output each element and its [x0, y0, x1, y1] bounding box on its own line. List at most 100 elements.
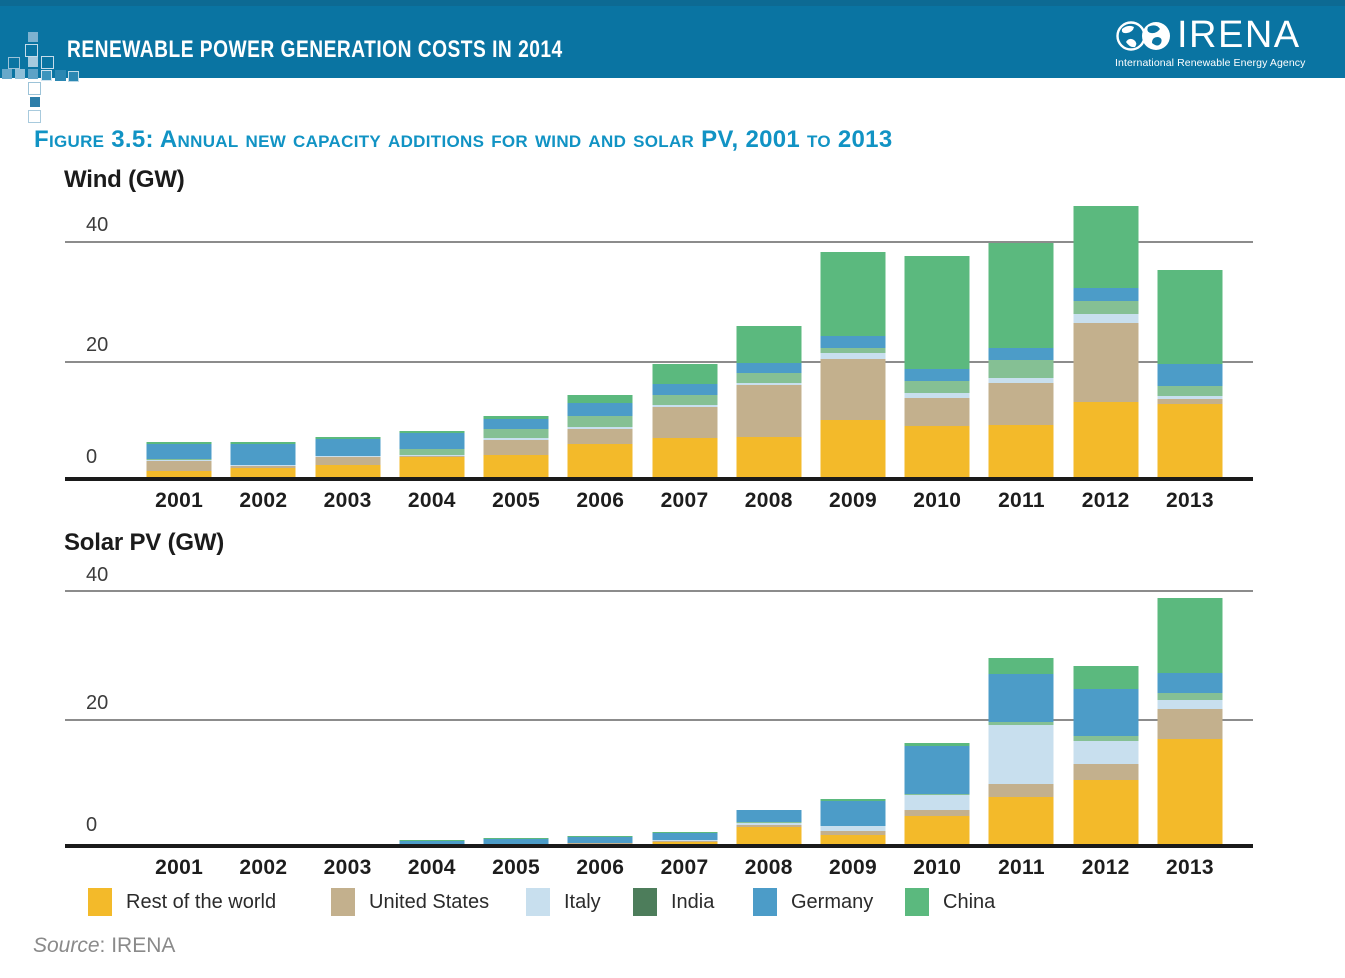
- bar-column-2001: [137, 195, 221, 481]
- figure-title-text: Annual new capacity additions for wind a…: [153, 126, 893, 153]
- bar-segment-china: [483, 415, 549, 419]
- year-label-2004: 2004: [407, 856, 456, 879]
- bar-column-2009: [811, 560, 895, 848]
- bar-segment-rest-of-the-world: [820, 419, 886, 481]
- year-label-2013: 2013: [1165, 856, 1214, 879]
- wind-gridline-40: [65, 241, 1253, 243]
- bar-column-2004: [390, 195, 474, 481]
- legend-item-rest-of-the-world: Rest of the world: [88, 888, 276, 916]
- bar-segment-italy: [736, 382, 802, 386]
- bar-segment-germany: [230, 443, 296, 465]
- year-label-2001: 2001: [155, 856, 204, 879]
- bar-segment-china: [652, 364, 718, 385]
- legend-item-germany: Germany: [753, 888, 873, 916]
- bar-segment-china: [652, 832, 718, 833]
- stacked-bar-2009: [820, 252, 886, 481]
- stacked-bar-2005: [483, 415, 549, 481]
- year-label-2001: 2001: [155, 489, 204, 512]
- bar-segment-germany: [567, 837, 633, 844]
- wind-bars: [137, 195, 1232, 481]
- bar-column-2007: [642, 195, 726, 481]
- bar-segment-italy: [315, 456, 381, 458]
- bar-segment-italy: [399, 454, 465, 456]
- year-label-2002: 2002: [239, 489, 288, 512]
- year-label-2008: 2008: [744, 489, 793, 512]
- legend-label: Germany: [791, 890, 874, 913]
- year-label-2005: 2005: [492, 489, 541, 512]
- bar-segment-italy: [1073, 314, 1139, 323]
- year-label-2003: 2003: [323, 489, 372, 512]
- bar-segment-italy: [483, 437, 549, 441]
- bar-segment-rest-of-the-world: [904, 425, 970, 481]
- source-word: Source: [33, 934, 100, 957]
- bar-segment-germany: [483, 418, 549, 430]
- bar-segment-china: [567, 395, 633, 404]
- bar-segment-united-states: [567, 843, 633, 845]
- solar-x-axis: [65, 844, 1253, 848]
- bar-segment-united-states: [820, 831, 886, 836]
- bar-segment-india: [315, 455, 381, 457]
- bar-column-2008: [727, 560, 811, 848]
- bar-segment-italy: [567, 427, 633, 430]
- bar-column-2005: [474, 560, 558, 848]
- bar-segment-italy: [904, 795, 970, 810]
- bar-segment-china: [315, 437, 381, 440]
- bar-segment-rest-of-the-world: [567, 444, 633, 481]
- bar-segment-italy: [1073, 741, 1139, 765]
- bar-segment-united-states: [1157, 708, 1223, 739]
- wind-gridline-20: [65, 361, 1253, 363]
- year-label-2007: 2007: [660, 489, 709, 512]
- bar-column-2006: [558, 195, 642, 481]
- legend-swatch-india: [633, 888, 657, 916]
- legend-label: United States: [369, 890, 490, 913]
- stacked-bar-2013: [1157, 269, 1223, 481]
- bar-segment-united-states: [483, 440, 549, 455]
- bar-segment-india: [736, 373, 802, 383]
- legend-item-italy: Italy: [526, 888, 601, 916]
- stacked-bar-2006: [567, 395, 633, 481]
- bar-segment-china: [483, 838, 549, 839]
- bar-segment-united-states: [988, 383, 1054, 425]
- bar-segment-germany: [1157, 673, 1223, 694]
- bar-column-2012: [1064, 195, 1148, 481]
- bar-segment-italy: [988, 378, 1054, 384]
- bar-segment-italy: [904, 392, 970, 398]
- bar-segment-germany: [567, 403, 633, 417]
- bar-segment-india: [904, 794, 970, 796]
- legend-item-united-states: United States: [331, 888, 489, 916]
- bar-column-2008: [727, 195, 811, 481]
- legend-label: China: [943, 890, 996, 913]
- bar-segment-china: [1157, 269, 1223, 365]
- bar-segment-india: [230, 464, 296, 466]
- irena-subtitle: International Renewable Energy Agency: [1115, 57, 1306, 69]
- year-label-2010: 2010: [913, 856, 962, 879]
- stacked-bar-2003: [315, 437, 381, 481]
- bar-segment-rest-of-the-world: [146, 471, 212, 481]
- bar-segment-rest-of-the-world: [736, 826, 802, 848]
- bar-segment-rest-of-the-world: [1073, 402, 1139, 481]
- bar-column-2009: [811, 195, 895, 481]
- stacked-bar-2001: [146, 442, 212, 481]
- legend-item-india: India: [633, 888, 714, 916]
- bar-segment-germany: [904, 746, 970, 795]
- bar-segment-india: [988, 359, 1054, 379]
- bar-segment-china: [399, 840, 465, 842]
- bar-column-2002: [221, 560, 305, 848]
- report-title: RENEWABLE POWER GENERATION COSTS IN 2014: [67, 36, 563, 63]
- bar-segment-italy: [736, 822, 802, 825]
- bar-segment-germany: [1073, 688, 1139, 736]
- bar-segment-germany: [652, 384, 718, 395]
- legend-label: Rest of the world: [126, 890, 277, 913]
- year-label-2009: 2009: [829, 856, 877, 879]
- bar-segment-china: [904, 256, 970, 370]
- bar-segment-china: [820, 799, 886, 802]
- irena-logo: IRENA International Renewable Energy Age…: [1115, 14, 1315, 70]
- bar-segment-china: [988, 243, 1054, 349]
- stacked-bar-2004: [399, 430, 465, 481]
- bar-segment-india: [1073, 301, 1139, 315]
- wind-x-axis: [65, 477, 1253, 481]
- bar-segment-rest-of-the-world: [988, 424, 1054, 481]
- bar-segment-united-states: [146, 460, 212, 472]
- bar-segment-united-states: [567, 429, 633, 445]
